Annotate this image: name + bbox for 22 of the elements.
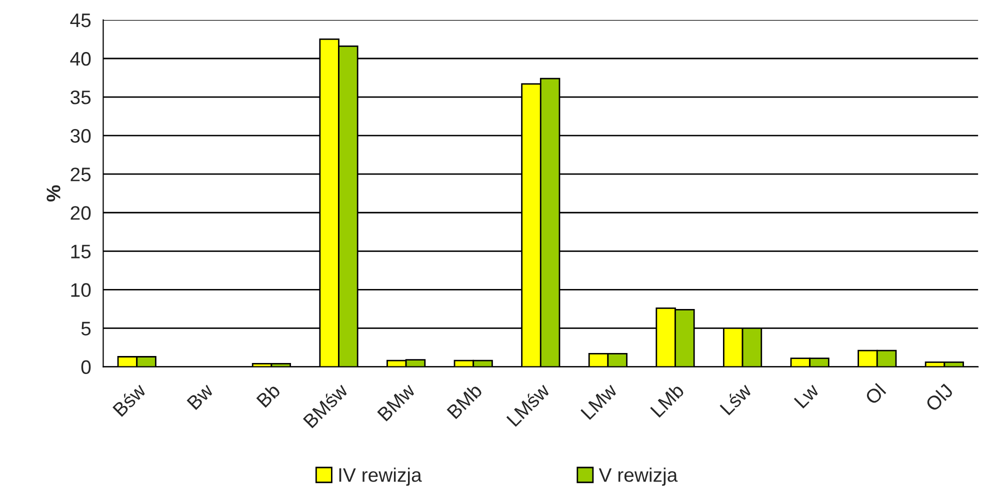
x-tick-label: Bw [186,382,214,410]
y-axis-title: % [46,185,60,202]
x-tick-label: LMb [650,382,685,418]
x-tick-label: BMb [446,382,483,420]
x-tick-label: Lśw [719,382,753,416]
x-tick-label: Lw [794,382,820,408]
y-tick-label: 45 [70,14,91,28]
y-tick-label: 10 [71,283,91,297]
x-tick-label: OlJ [924,383,954,412]
legend-label: IV rewizja [339,468,422,486]
y-tick-label: 40 [70,52,91,66]
y-tick-label: 30 [70,129,91,143]
y-tick-label: 25 [70,168,91,182]
y-tick-label: 5 [81,322,91,336]
y-tick-label: 15 [71,244,91,258]
y-tick-label: 35 [70,90,91,104]
x-tick-label: Bb [256,382,281,408]
legend-label: V rewizja [598,468,678,486]
y-tick-label: 20 [70,206,91,220]
x-tick-label: Bśw [112,382,147,417]
x-tick-label: Ol [864,382,886,406]
y-tick-label: 0 [81,360,91,374]
